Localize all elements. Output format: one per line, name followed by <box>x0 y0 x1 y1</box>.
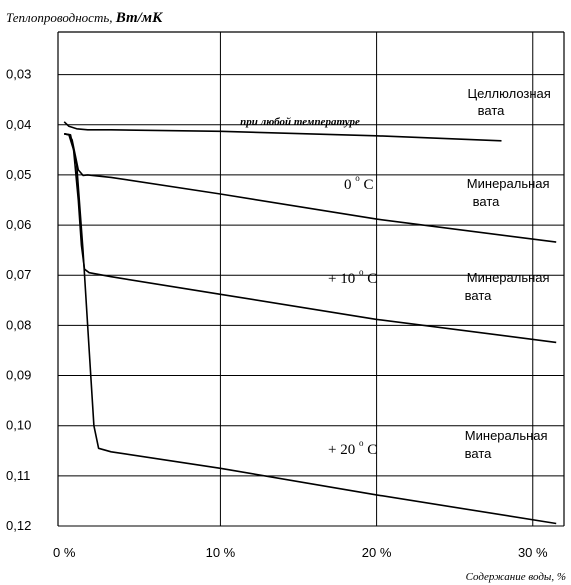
grid <box>57 31 565 527</box>
series-line-3 <box>64 133 557 525</box>
degree-symbol: o <box>359 438 364 448</box>
series-label-mineral-20-line1: Минеральная <box>465 428 548 443</box>
degree-symbol: o <box>359 267 364 277</box>
series-label-mineral-10: Минеральная вата <box>465 270 554 303</box>
series-label-cellulose-line2: вата <box>478 103 506 118</box>
annotation-temp-10-unit: C <box>367 271 377 287</box>
annotation-temp-0-value: 0 <box>344 177 352 193</box>
x-tick-label: 30 % <box>518 545 548 560</box>
y-axis-title: Теплопроводность, Вт/мК <box>6 10 163 26</box>
y-tick-label: 0,07 <box>6 267 31 282</box>
y-tick-label: 0,03 <box>6 67 31 82</box>
series-line-0 <box>63 121 502 142</box>
y-tick-label: 0,08 <box>6 317 31 332</box>
series-lines <box>63 121 557 525</box>
annotation-temp-0-unit: C <box>364 177 374 193</box>
y-tick-label: 0,12 <box>6 518 31 533</box>
annotation-temp-10-value: + 10 <box>328 271 355 287</box>
annotation-temp-20-unit: C <box>367 442 377 458</box>
annotation-any-temperature: при любой температуре <box>240 116 360 128</box>
series-line-2 <box>64 133 557 344</box>
y-tick-label: 0,06 <box>6 217 31 232</box>
series-label-mineral-10-line1: Минеральная <box>467 270 550 285</box>
x-tick-label: 20 % <box>362 545 392 560</box>
series-label-mineral-0: Минеральная вата <box>467 176 553 209</box>
annotation-temp-20-value: + 20 <box>328 442 355 458</box>
series-label-cellulose: Целлюлозная вата <box>468 86 555 118</box>
annotation-temp-10: + 10 o C <box>328 263 377 287</box>
series-label-mineral-20-line2: вата <box>465 446 493 461</box>
x-tick-label: 0 % <box>53 545 76 560</box>
y-axis-unit: Вт/мК <box>115 10 163 26</box>
y-axis-title-text: Теплопроводность, <box>6 10 113 25</box>
x-axis-title: Содержание воды, % <box>466 571 566 583</box>
series-label-mineral-0-line2: вата <box>473 194 501 209</box>
annotation-temp-0: 0 o C <box>344 169 374 193</box>
y-tick-label: 0,04 <box>6 117 31 132</box>
x-tick-label: 10 % <box>206 545 236 560</box>
series-label-mineral-0-line1: Минеральная <box>467 176 550 191</box>
series-label-mineral-20: Минеральная вата <box>465 428 552 461</box>
series-label-mineral-10-line2: вата <box>465 288 493 303</box>
series-label-cellulose-line1: Целлюлозная <box>468 86 551 101</box>
tick-labels: 0,03 0,04 0,05 0,06 0,07 0,08 0,09 0,10 0,11 0,12… <box>6 67 548 560</box>
y-tick-label: 0,09 <box>6 368 31 383</box>
y-tick-label: 0,10 <box>6 418 31 433</box>
y-tick-label: 0,11 <box>6 468 30 483</box>
degree-symbol: o <box>355 173 360 183</box>
annotation-temp-20: + 20 o C <box>328 434 377 458</box>
y-tick-label: 0,05 <box>6 167 31 182</box>
